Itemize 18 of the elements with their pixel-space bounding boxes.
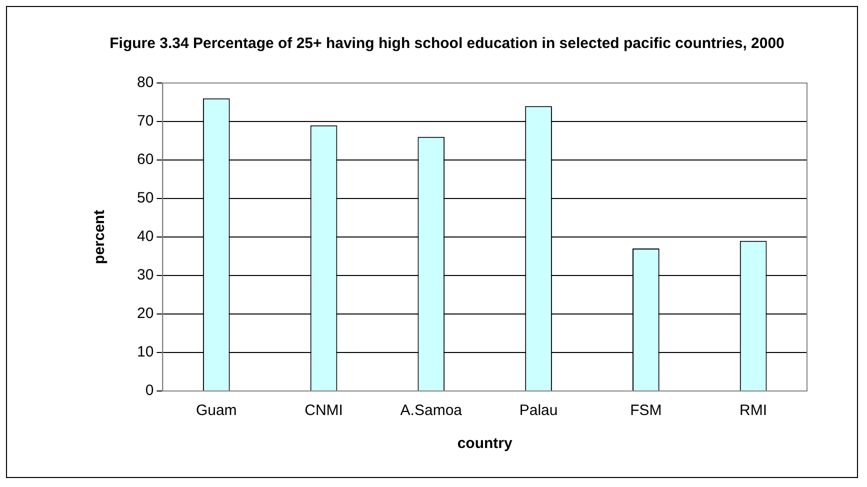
y-tick-label: 10 bbox=[136, 344, 154, 361]
y-axis-title: percent bbox=[91, 210, 108, 264]
y-tick-label: 80 bbox=[136, 74, 154, 92]
x-tick-label: FSM bbox=[630, 402, 662, 420]
y-tick-label: 60 bbox=[136, 151, 154, 168]
y-tick-label: 50 bbox=[136, 190, 154, 207]
x-tick-label: Palau bbox=[519, 402, 558, 420]
chart-title: Figure 3.34 Percentage of 25+ having high school education in selected pacific countries, 2000 bbox=[110, 35, 784, 52]
y-tick-label: 30 bbox=[136, 266, 154, 284]
y-tick-label: 40 bbox=[136, 228, 154, 246]
x-tick-label: CNMI bbox=[304, 402, 343, 420]
x-axis-title: country bbox=[457, 435, 513, 452]
y-tick-label: 0 bbox=[145, 382, 154, 400]
y-tick-label: 70 bbox=[136, 112, 154, 130]
x-tick-label: A.Samoa bbox=[400, 402, 463, 420]
y-tick-label: 20 bbox=[136, 305, 154, 322]
x-tick-label: Guam bbox=[196, 402, 237, 420]
x-tick-label: RMI bbox=[740, 402, 768, 420]
